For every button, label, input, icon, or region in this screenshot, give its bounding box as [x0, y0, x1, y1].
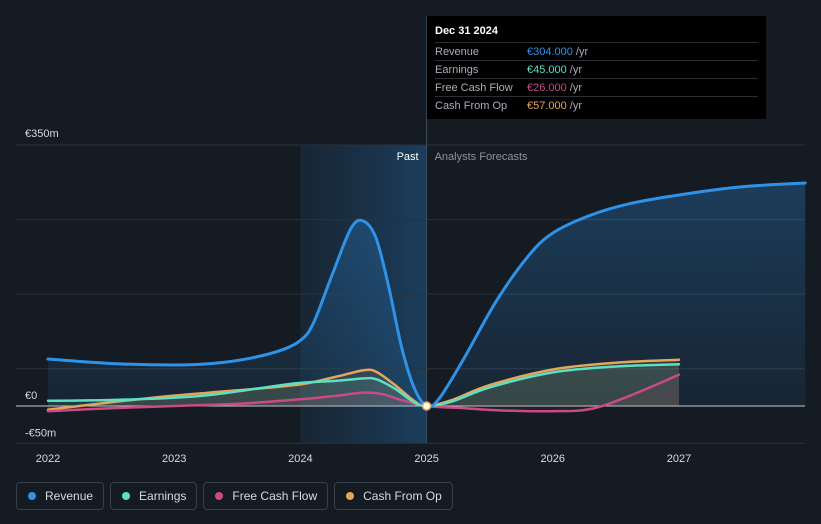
tooltip-date: Dec 31 2024: [435, 25, 498, 37]
highlight-point: [421, 401, 432, 411]
y-axis-label: €350m: [25, 128, 59, 140]
tooltip-value: €304.000: [527, 45, 573, 58]
series-line-free-cash-flow: [46, 373, 681, 413]
tooltip-unit: /yr: [575, 45, 589, 58]
tooltip-unit: /yr: [569, 81, 582, 94]
tooltip-row-free-cash-flow: Free Cash Flow €26.000 /yr: [435, 78, 758, 96]
legend-dot-icon: [122, 492, 131, 500]
legend-label: Earnings: [139, 489, 187, 503]
legend-dot-icon: [346, 492, 355, 500]
x-axis-label: 2022: [36, 453, 60, 465]
tooltip-label: Revenue: [435, 45, 480, 58]
x-axis-label: 2023: [162, 453, 186, 465]
x-axis-label: 2026: [541, 453, 565, 465]
series-area-cash-from-op: [48, 359, 679, 410]
tooltip-label: Free Cash Flow: [435, 81, 513, 94]
legend-dot-icon: [215, 492, 224, 500]
legend-item-cash-from-op[interactable]: Cash From Op: [334, 482, 453, 510]
tooltip-unit: /yr: [569, 63, 582, 76]
past-label: Past: [397, 151, 419, 163]
x-axis-label: 2024: [288, 453, 312, 465]
legend-dot-icon: [28, 492, 36, 500]
legend-label: Free Cash Flow: [232, 489, 318, 503]
x-axis-label: 2027: [667, 453, 691, 465]
legend-item-free-cash-flow[interactable]: Free Cash Flow: [203, 482, 329, 510]
legend-item-revenue[interactable]: Revenue: [16, 482, 105, 510]
y-axis-label: -€50m: [25, 427, 56, 439]
tooltip-row-cash-from-op: Cash From Op €57.000 /yr: [435, 96, 758, 114]
x-axis-label: 2025: [414, 453, 438, 465]
tooltip-row-earnings: Earnings €45.000 /yr: [435, 60, 758, 78]
tooltip-row-revenue: Revenue €304.000 /yr: [435, 42, 758, 60]
tooltip-value: €57.000: [527, 99, 567, 112]
forecast-label: Analysts Forecasts: [435, 151, 528, 163]
legend-item-earnings[interactable]: Earnings: [110, 482, 198, 510]
tooltip: Dec 31 2024 Revenue €304.000 /yr Earning…: [427, 16, 766, 119]
series-line-revenue: [46, 181, 807, 409]
series-line-earnings: [46, 362, 681, 408]
tooltip-unit: /yr: [569, 99, 582, 112]
tooltip-label: Earnings: [435, 63, 479, 76]
series-line-cash-from-op: [46, 358, 681, 411]
series-area-revenue: [48, 183, 806, 407]
tooltip-value: €45.000: [527, 63, 567, 76]
y-axis-label: €0: [25, 390, 37, 402]
legend: Revenue Earnings Free Cash Flow Cash Fro…: [16, 482, 453, 510]
legend-label: Cash From Op: [363, 489, 442, 503]
tooltip-label: Cash From Op: [435, 99, 508, 112]
tooltip-value: €26.000: [527, 81, 567, 94]
legend-label: Revenue: [45, 489, 94, 503]
